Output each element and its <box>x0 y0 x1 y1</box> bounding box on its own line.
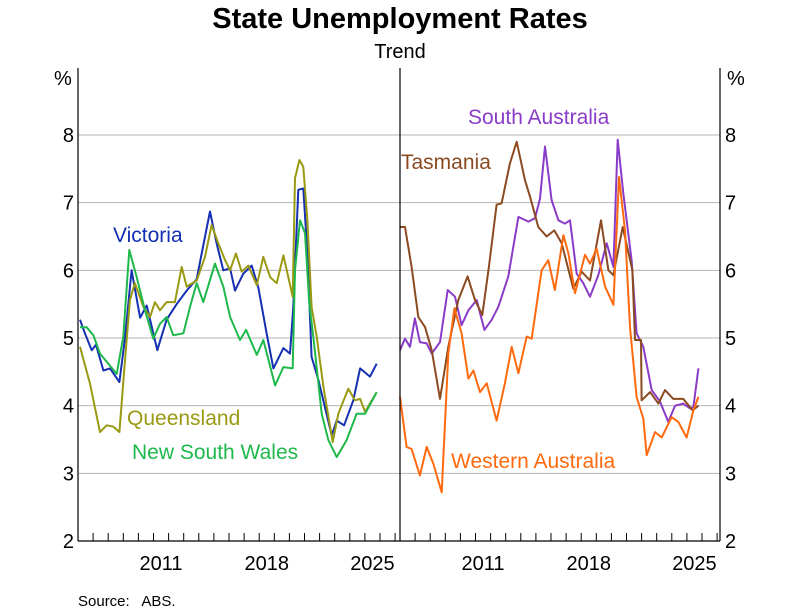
series-line-western-australia <box>399 176 700 494</box>
series-line-victoria <box>79 187 378 437</box>
series-label-queensland: Queensland <box>127 407 240 430</box>
x-tick-label: 2025 <box>350 553 395 575</box>
y-tick-label-left: 6 <box>63 260 74 282</box>
series-line-new-south-wales <box>80 219 378 459</box>
y-tick-label-left: 2 <box>63 531 74 553</box>
series-line-queensland <box>79 159 378 444</box>
series-label-victoria: Victoria <box>113 224 183 247</box>
y-unit-left: % <box>54 68 72 90</box>
x-tick-label: 2018 <box>245 553 290 575</box>
series-label-tasmania: Tasmania <box>401 151 491 174</box>
y-tick-label-left: 4 <box>63 396 74 418</box>
y-tick-label-right: 3 <box>725 463 736 485</box>
y-tick-label-left: 7 <box>63 193 74 215</box>
chart-subtitle: Trend <box>374 41 426 63</box>
y-unit-right: % <box>727 68 745 90</box>
y-tick-label-right: 2 <box>725 531 736 553</box>
source-note: Source: ABS. <box>78 593 176 610</box>
series-line-tasmania <box>400 140 700 412</box>
y-tick-label-right: 4 <box>725 396 736 418</box>
axis-ticks: 2 2 3 3 4 4 5 5 6 6 7 7 8 8 2011 2018 2025 2011 2018 2025 <box>63 125 736 575</box>
y-tick-label-left: 3 <box>63 463 74 485</box>
x-tick-label: 2011 <box>140 553 183 575</box>
y-tick-label-left: 8 <box>63 125 74 147</box>
x-tick-label: 2011 <box>462 553 505 575</box>
series-label-western-australia: Western Australia <box>451 450 616 473</box>
chart-title: State Unemployment Rates <box>212 3 588 35</box>
x-tick-label: 2018 <box>567 553 612 575</box>
y-tick-label-right: 5 <box>725 328 736 350</box>
y-tick-label-right: 7 <box>725 193 736 215</box>
series-label-south-australia: South Australia <box>468 106 610 129</box>
x-tick-label: 2025 <box>672 553 717 575</box>
series-label-new-south-wales: New South Wales <box>132 441 298 464</box>
y-tick-label-right: 8 <box>725 125 736 147</box>
y-tick-label-left: 5 <box>63 328 74 350</box>
gridlines <box>78 134 720 474</box>
series-lines <box>79 138 700 494</box>
y-tick-label-right: 6 <box>725 260 736 282</box>
plot-frame <box>77 68 721 542</box>
series-line-south-australia <box>399 138 700 423</box>
